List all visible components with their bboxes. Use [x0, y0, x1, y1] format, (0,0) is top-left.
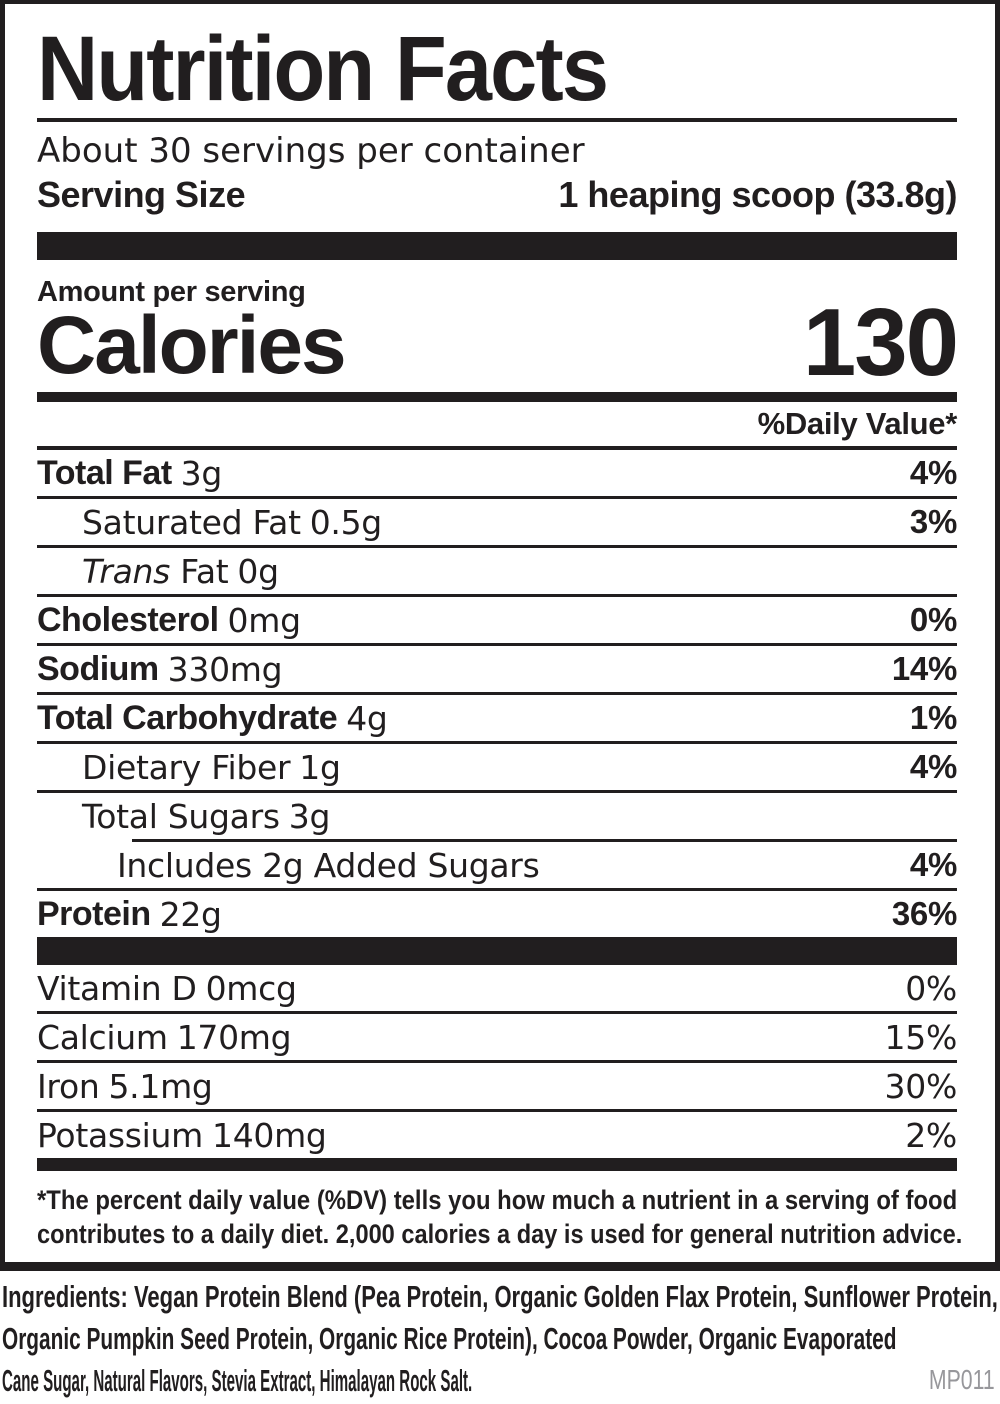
nutrient-daily-value: 14% [891, 650, 957, 687]
nutrient-name: Calcium [37, 1017, 168, 1057]
daily-value-header: %Daily Value* [37, 402, 957, 450]
row-divider [132, 839, 957, 842]
nutrient-row: Total Carbohydrate 4g 1% [37, 695, 957, 741]
nutrient-daily-value: 0% [905, 968, 957, 1008]
nutrient-name: Trans Fat [82, 551, 229, 591]
nutrient-amount: 3g [180, 453, 223, 493]
nutrient-name: Total Fat [37, 453, 172, 492]
nutrient-amount: 1g [299, 747, 341, 787]
product-code: MP011 [929, 1364, 995, 1395]
title-rule [37, 118, 957, 122]
row-divider [37, 643, 957, 646]
nutrient-row: Includes 2g Added Sugars 4% [37, 842, 957, 888]
amount-per-serving-label: Amount per serving [37, 276, 306, 308]
nutrient-amount: 0.5g [309, 502, 383, 542]
nutrient-row: Sodium 330mg 14% [37, 646, 957, 692]
nutrient-name: Potassium [37, 1115, 203, 1155]
serving-size-row: Serving Size 1 heaping scoop (33.8g) [37, 172, 957, 218]
calories-label: Calories [37, 300, 347, 391]
row-divider [37, 692, 957, 695]
row-divider [37, 1109, 957, 1112]
calories-value: 130 [802, 289, 959, 396]
nutrient-daily-value: 15% [884, 1017, 958, 1057]
nutrient-daily-value: 36% [891, 895, 957, 932]
nutrient-row: Cholesterol 0mg 0% [37, 597, 957, 643]
row-divider [37, 888, 957, 891]
thick-separator-bar [37, 937, 957, 965]
nutrient-name: Sodium [37, 649, 159, 688]
nutrient-name: Dietary Fiber [82, 747, 291, 787]
nutrient-row: Dietary Fiber 1g 4% [37, 744, 957, 790]
row-divider [37, 1060, 957, 1063]
servings-per-container: About 30 servings per container [37, 131, 585, 171]
row-divider [37, 741, 957, 744]
nutrient-row: Potassium 140mg 2% [37, 1112, 957, 1158]
nutrient-row: Total Sugars 3g [37, 793, 957, 839]
row-divider [37, 594, 957, 597]
thick-separator-bar [37, 232, 957, 260]
row-divider [37, 1011, 957, 1014]
footnote-line: contributes to a daily diet. 2,000 calor… [37, 1219, 963, 1249]
nutrient-daily-value: 30% [884, 1066, 958, 1106]
nutrient-name: Total Sugars [82, 796, 280, 836]
nutrient-daily-value: 2% [905, 1115, 957, 1155]
nutrient-name: Iron [37, 1066, 100, 1106]
nutrient-daily-value: 4% [909, 748, 957, 785]
row-divider [37, 790, 957, 793]
nutrient-name: Protein [37, 894, 151, 933]
calories-row: Calories 130 [37, 289, 959, 396]
nutrition-facts-title: Nutrition Facts [37, 18, 609, 120]
serving-size-value: 1 heaping scoop (33.8g) [558, 174, 957, 215]
nutrient-name: Vitamin D [37, 968, 197, 1008]
ingredients-line: Cane Sugar, Natural Flavors, Stevia Extr… [2, 1363, 473, 1398]
nutrient-row: Saturated Fat 0.5g 3% [37, 499, 957, 545]
nutrient-row: Total Fat 3g 4% [37, 450, 957, 496]
row-divider [37, 545, 957, 548]
nutrient-name: Cholesterol [37, 600, 219, 639]
nutrient-amount: 170mg [176, 1017, 292, 1057]
nutrient-name: Total Carbohydrate [37, 698, 338, 737]
nutrient-daily-value: 3% [909, 503, 957, 540]
micronutrient-rows: Vitamin D 0mcg 0% Calcium 170mg 15% Iron 5.1mg 3… [37, 965, 957, 1158]
medium-separator-bar [37, 1158, 957, 1171]
nutrient-row: Trans Fat 0g [37, 548, 957, 594]
nutrient-amount: 140mg [212, 1115, 327, 1155]
nutrient-daily-value: 4% [909, 454, 957, 491]
nutrient-daily-value: 0% [909, 601, 957, 638]
nutrient-name: Saturated Fat [82, 502, 301, 542]
ingredients-line: Organic Pumpkin Seed Protein, Organic Ri… [2, 1321, 897, 1356]
serving-size-label: Serving Size [37, 174, 246, 215]
row-divider [37, 496, 957, 499]
nutrient-amount: 5.1mg [108, 1066, 213, 1106]
medium-separator-bar [37, 392, 957, 402]
nutrition-facts-panel: Nutrition Facts About 30 servings per co… [0, 0, 1000, 1271]
nutrient-row: Vitamin D 0mcg 0% [37, 965, 957, 1011]
nutrient-amount: 0g [237, 551, 279, 591]
footnote: *The percent daily value (%DV) tells you… [37, 1183, 963, 1251]
nutrient-name: Includes 2g Added Sugars [117, 845, 540, 885]
nutrient-row: Iron 5.1mg 30% [37, 1063, 957, 1109]
ingredients: Ingredients: Vegan Protein Blend (Pea Pr… [2, 1276, 1000, 1402]
footnote-line: *The percent daily value (%DV) tells you… [37, 1185, 958, 1215]
nutrient-row: Calcium 170mg 15% [37, 1014, 957, 1060]
nutrient-daily-value: 1% [909, 699, 957, 736]
nutrient-row: Protein 22g 36% [37, 891, 957, 937]
nutrient-amount: 0mg [227, 600, 302, 640]
nutrient-amount: 0mcg [205, 968, 297, 1008]
ingredients-line: Ingredients: Vegan Protein Blend (Pea Pr… [2, 1279, 998, 1314]
nutrient-rows: Total Fat 3g 4% Saturated Fat 0.5g 3% Trans Fa… [37, 450, 957, 937]
nutrient-daily-value: 4% [909, 846, 957, 883]
nutrient-amount: 4g [346, 698, 388, 738]
nutrient-amount: 22g [159, 894, 222, 934]
nutrient-amount: 330mg [167, 649, 283, 689]
nutrient-amount: 3g [288, 796, 331, 836]
